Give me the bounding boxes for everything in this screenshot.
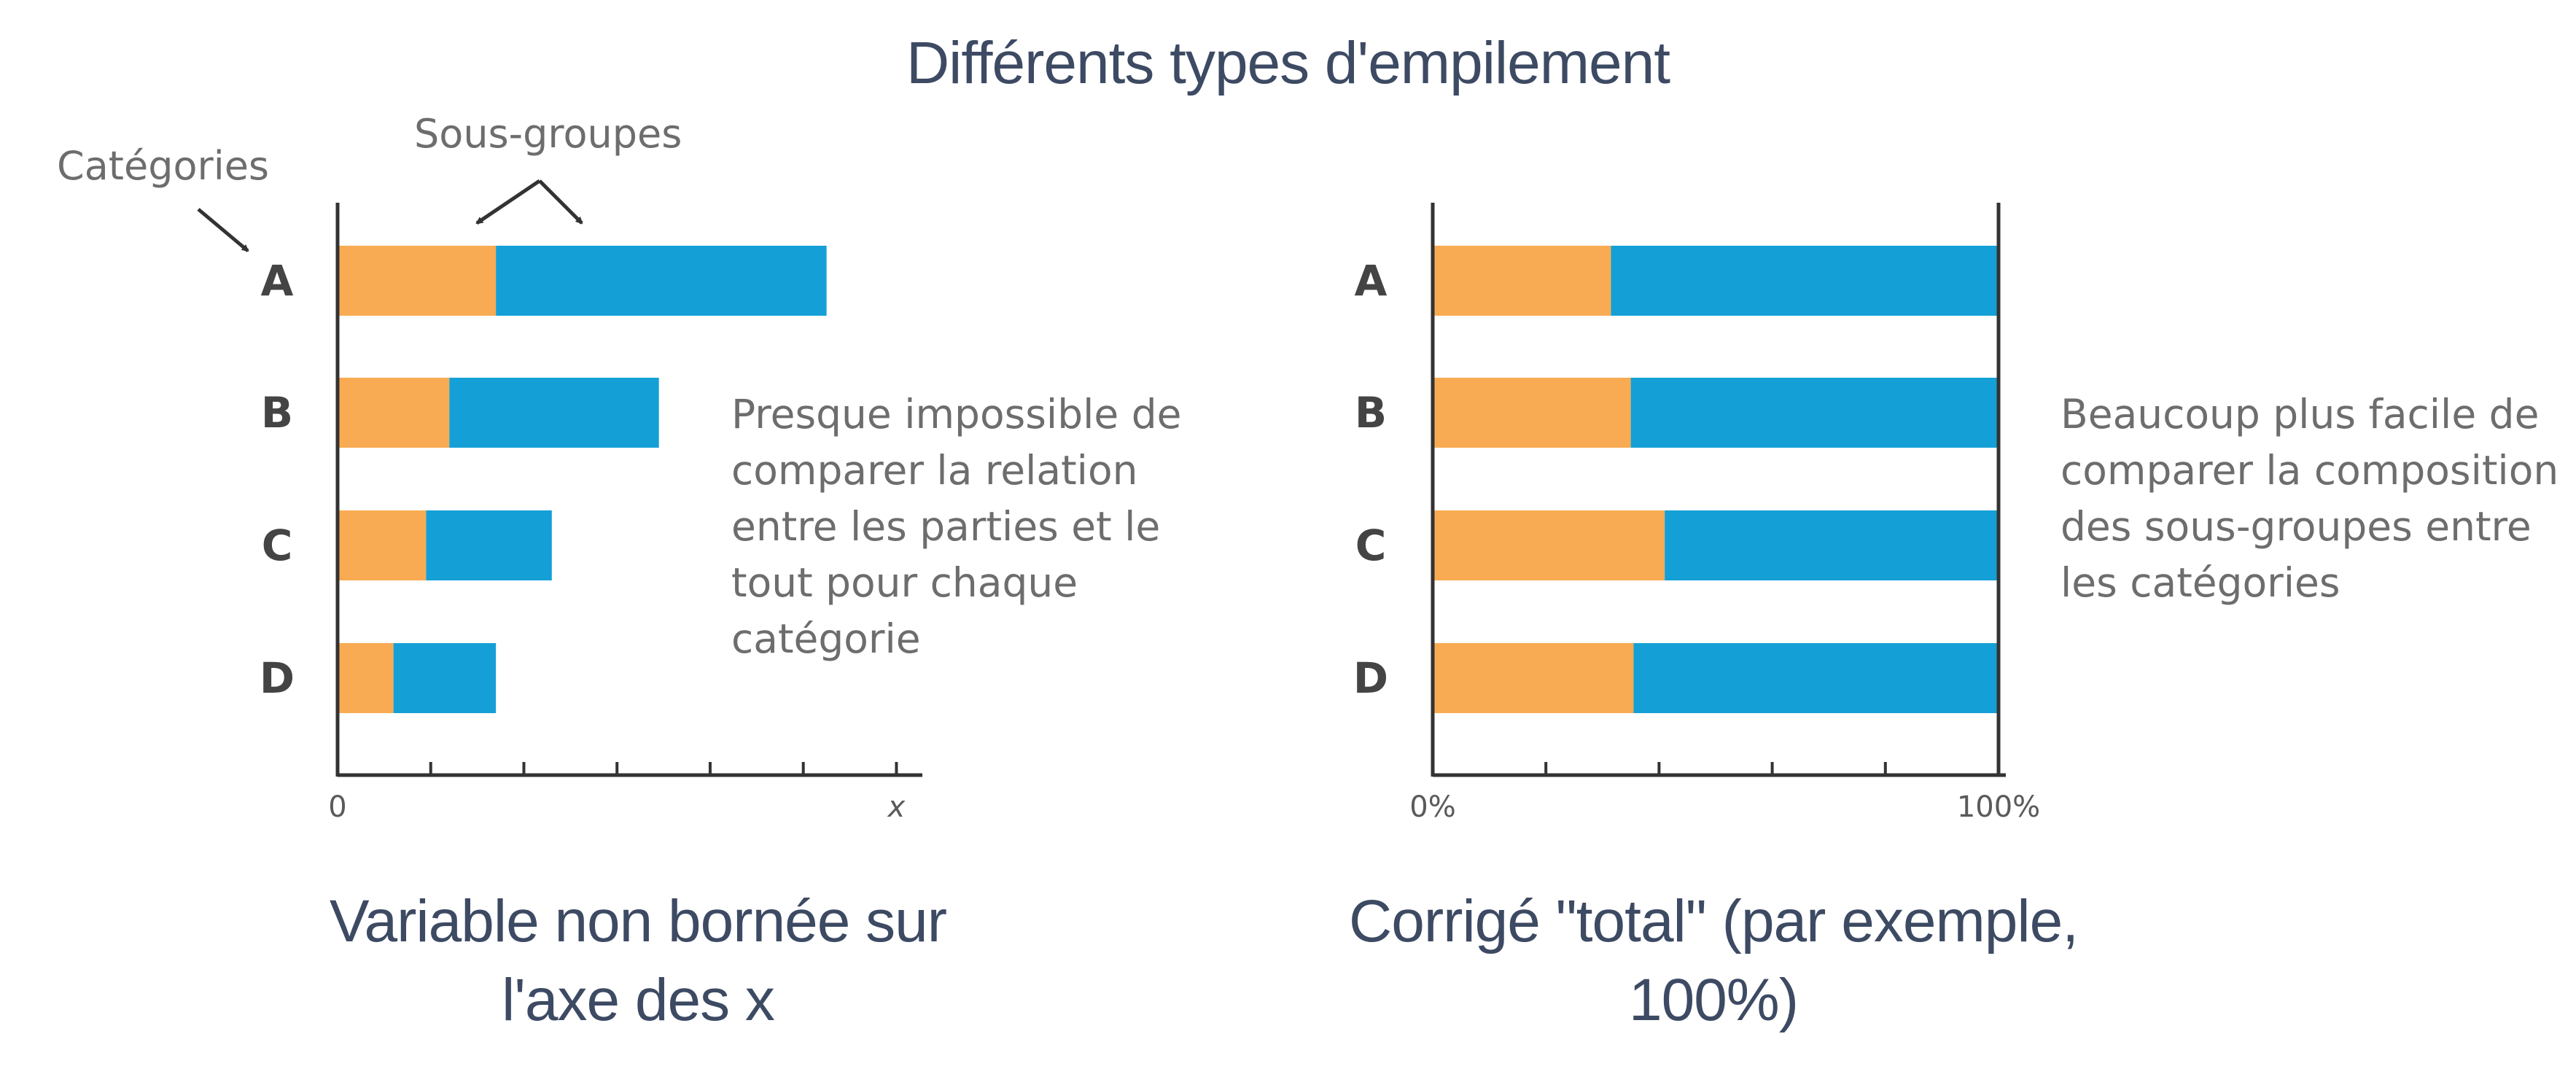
bar-c-subgroup-2 xyxy=(426,510,552,580)
left-description-line: Presque impossible de xyxy=(731,391,1182,438)
bar-d-subgroup-1 xyxy=(1433,643,1634,713)
categories-annotation: Catégories xyxy=(57,143,270,189)
right-caption-line: Corrigé "total" (par exemple, xyxy=(1349,888,2079,954)
left-description-line: catégorie xyxy=(731,615,921,662)
bar-d-subgroup-2 xyxy=(1633,643,1999,713)
category-label: B xyxy=(1355,388,1387,438)
bar-c-subgroup-1 xyxy=(1433,510,1665,580)
category-label: B xyxy=(261,388,293,438)
category-label: D xyxy=(1353,653,1388,703)
bar-c-subgroup-2 xyxy=(1665,510,1999,580)
bar-b-subgroup-2 xyxy=(449,378,659,448)
page-title: Différents types d'empilement xyxy=(906,30,1670,96)
x-tick-label: 0% xyxy=(1409,790,1455,824)
right-description-line: comparer la composition xyxy=(2061,447,2559,494)
subgroups-annotation: Sous-groupes xyxy=(414,111,682,157)
bar-a-subgroup-2 xyxy=(1611,246,1999,316)
bar-b-subgroup-1 xyxy=(338,378,450,448)
right-description-line: Beaucoup plus facile de xyxy=(2061,391,2540,438)
right-caption: Corrigé "total" (par exemple, 100%) xyxy=(1240,882,2187,1040)
left-description-line: comparer la relation xyxy=(731,447,1138,494)
left-caption: Variable non bornée sur l'axe des x xyxy=(182,882,1094,1040)
x-tick-label: 100% xyxy=(1957,790,2040,824)
bar-b-subgroup-1 xyxy=(1433,378,1631,448)
bar-a-subgroup-1 xyxy=(1433,246,1611,316)
category-label: D xyxy=(260,653,295,703)
x-tick-label: 0 xyxy=(328,790,346,824)
right-caption-line: 100%) xyxy=(1628,967,1799,1033)
annotation-arrows xyxy=(197,179,583,252)
bar-d-subgroup-2 xyxy=(393,643,497,713)
bar-c-subgroup-1 xyxy=(338,510,427,580)
left-caption-line: Variable non bornée sur xyxy=(329,888,947,954)
categories-arrow xyxy=(197,208,249,252)
category-label: A xyxy=(1355,256,1388,306)
subgroups-arrow-right xyxy=(538,179,583,225)
bar-a-subgroup-1 xyxy=(338,246,497,316)
bar-d-subgroup-1 xyxy=(338,643,394,713)
left-chart: A B C D 0 x xyxy=(260,203,922,824)
bar-a-subgroup-2 xyxy=(496,246,827,316)
x-tick-label: x xyxy=(887,790,906,824)
right-description: Beaucoup plus facile de comparer la comp… xyxy=(2061,386,2559,611)
bar-b-subgroup-2 xyxy=(1630,378,1999,448)
right-chart: A B C D 0% 100% xyxy=(1353,203,2040,824)
left-description-line: tout pour chaque xyxy=(731,559,1078,606)
right-description-line: les catégories xyxy=(2061,559,2340,606)
left-description: Presque impossible de comparer la relati… xyxy=(731,386,1181,667)
category-label: A xyxy=(261,256,294,306)
category-label: C xyxy=(262,521,293,570)
left-caption-line: l'axe des x xyxy=(502,967,775,1033)
left-description-line: entre les parties et le xyxy=(731,503,1161,550)
category-label: C xyxy=(1355,521,1387,570)
subgroups-arrow-left xyxy=(475,179,541,225)
right-description-line: des sous-groupes entre xyxy=(2061,503,2532,550)
